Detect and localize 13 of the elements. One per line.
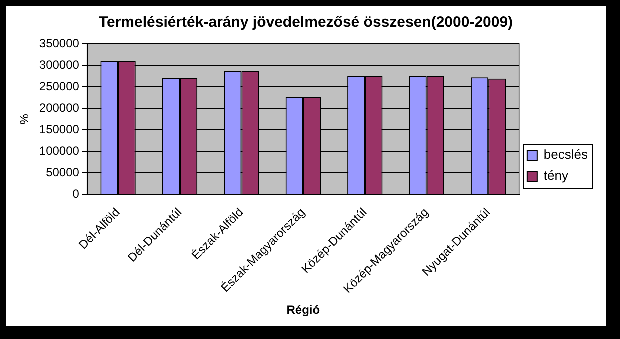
y-tick-label: 100000 [39, 144, 80, 158]
x-axis-title: Régió [286, 303, 320, 318]
y-tick-label: 200000 [39, 100, 80, 115]
chart-title: Termelésiérték-arány jövedelmezősé összesen(2000-2009) [98, 14, 514, 32]
y-tick-label: 50000 [46, 166, 80, 180]
y-tick-label: 0 [72, 187, 80, 202]
legend-label: becslés [544, 147, 588, 162]
y-tick-label: 350000 [39, 36, 80, 50]
y-tick-label: 250000 [39, 79, 80, 94]
legend-label: tény [544, 168, 569, 184]
y-tick-label: 300000 [39, 58, 80, 72]
y-tick-label: 150000 [39, 122, 80, 136]
y-axis-title: % [18, 114, 32, 125]
